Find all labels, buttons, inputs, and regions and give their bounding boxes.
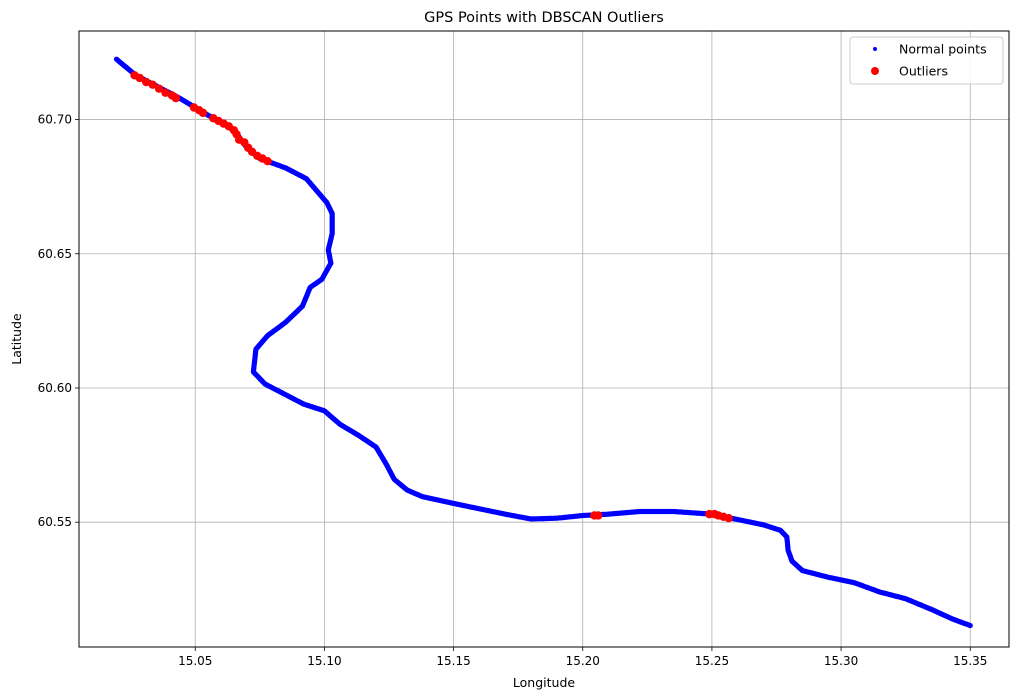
- legend-marker-normal-points: [873, 47, 877, 51]
- outlier-point: [148, 80, 157, 89]
- x-tick-label: 15.20: [566, 654, 600, 668]
- outlier-point: [161, 88, 170, 97]
- series-outliers: [130, 71, 733, 523]
- data-layer: [113, 56, 973, 629]
- normal-point: [967, 622, 973, 629]
- legend-label-outliers: Outliers: [899, 64, 948, 79]
- x-tick-label: 15.10: [307, 654, 341, 668]
- x-tick-label: 15.30: [824, 654, 858, 668]
- y-tick-label: 60.60: [38, 381, 72, 395]
- legend-label-normal-points: Normal points: [899, 42, 987, 57]
- x-tick-label: 15.15: [436, 654, 470, 668]
- outlier-point: [154, 84, 164, 93]
- outlier-point: [594, 511, 603, 520]
- grid: [79, 31, 1009, 647]
- outlier-point: [263, 156, 272, 166]
- y-tick-label: 60.55: [38, 515, 72, 529]
- outlier-point: [724, 513, 733, 523]
- x-tick-label: 15.35: [953, 654, 987, 668]
- legend: Normal points Outliers: [849, 36, 1004, 85]
- chart-title: GPS Points with DBSCAN Outliers: [424, 10, 664, 26]
- legend-marker-outliers: [871, 67, 879, 75]
- x-tick-label: 15.25: [695, 654, 729, 668]
- y-tick-label: 60.65: [38, 247, 72, 261]
- y-axis-label: Latitude: [9, 313, 24, 365]
- outlier-point: [198, 108, 208, 118]
- outlier-point: [135, 73, 144, 83]
- axis-ticks: 15.05 15.10 15.15 15.20 15.25 15.30 15.35 60.55…: [38, 113, 988, 668]
- y-tick-label: 60.70: [38, 113, 72, 127]
- outlier-point: [171, 93, 181, 103]
- outlier-point: [141, 77, 151, 87]
- x-tick-label: 15.05: [178, 654, 212, 668]
- legend-box: [849, 36, 1004, 85]
- plot-frame: [78, 30, 1010, 648]
- x-axis-label: Longitude: [513, 675, 575, 690]
